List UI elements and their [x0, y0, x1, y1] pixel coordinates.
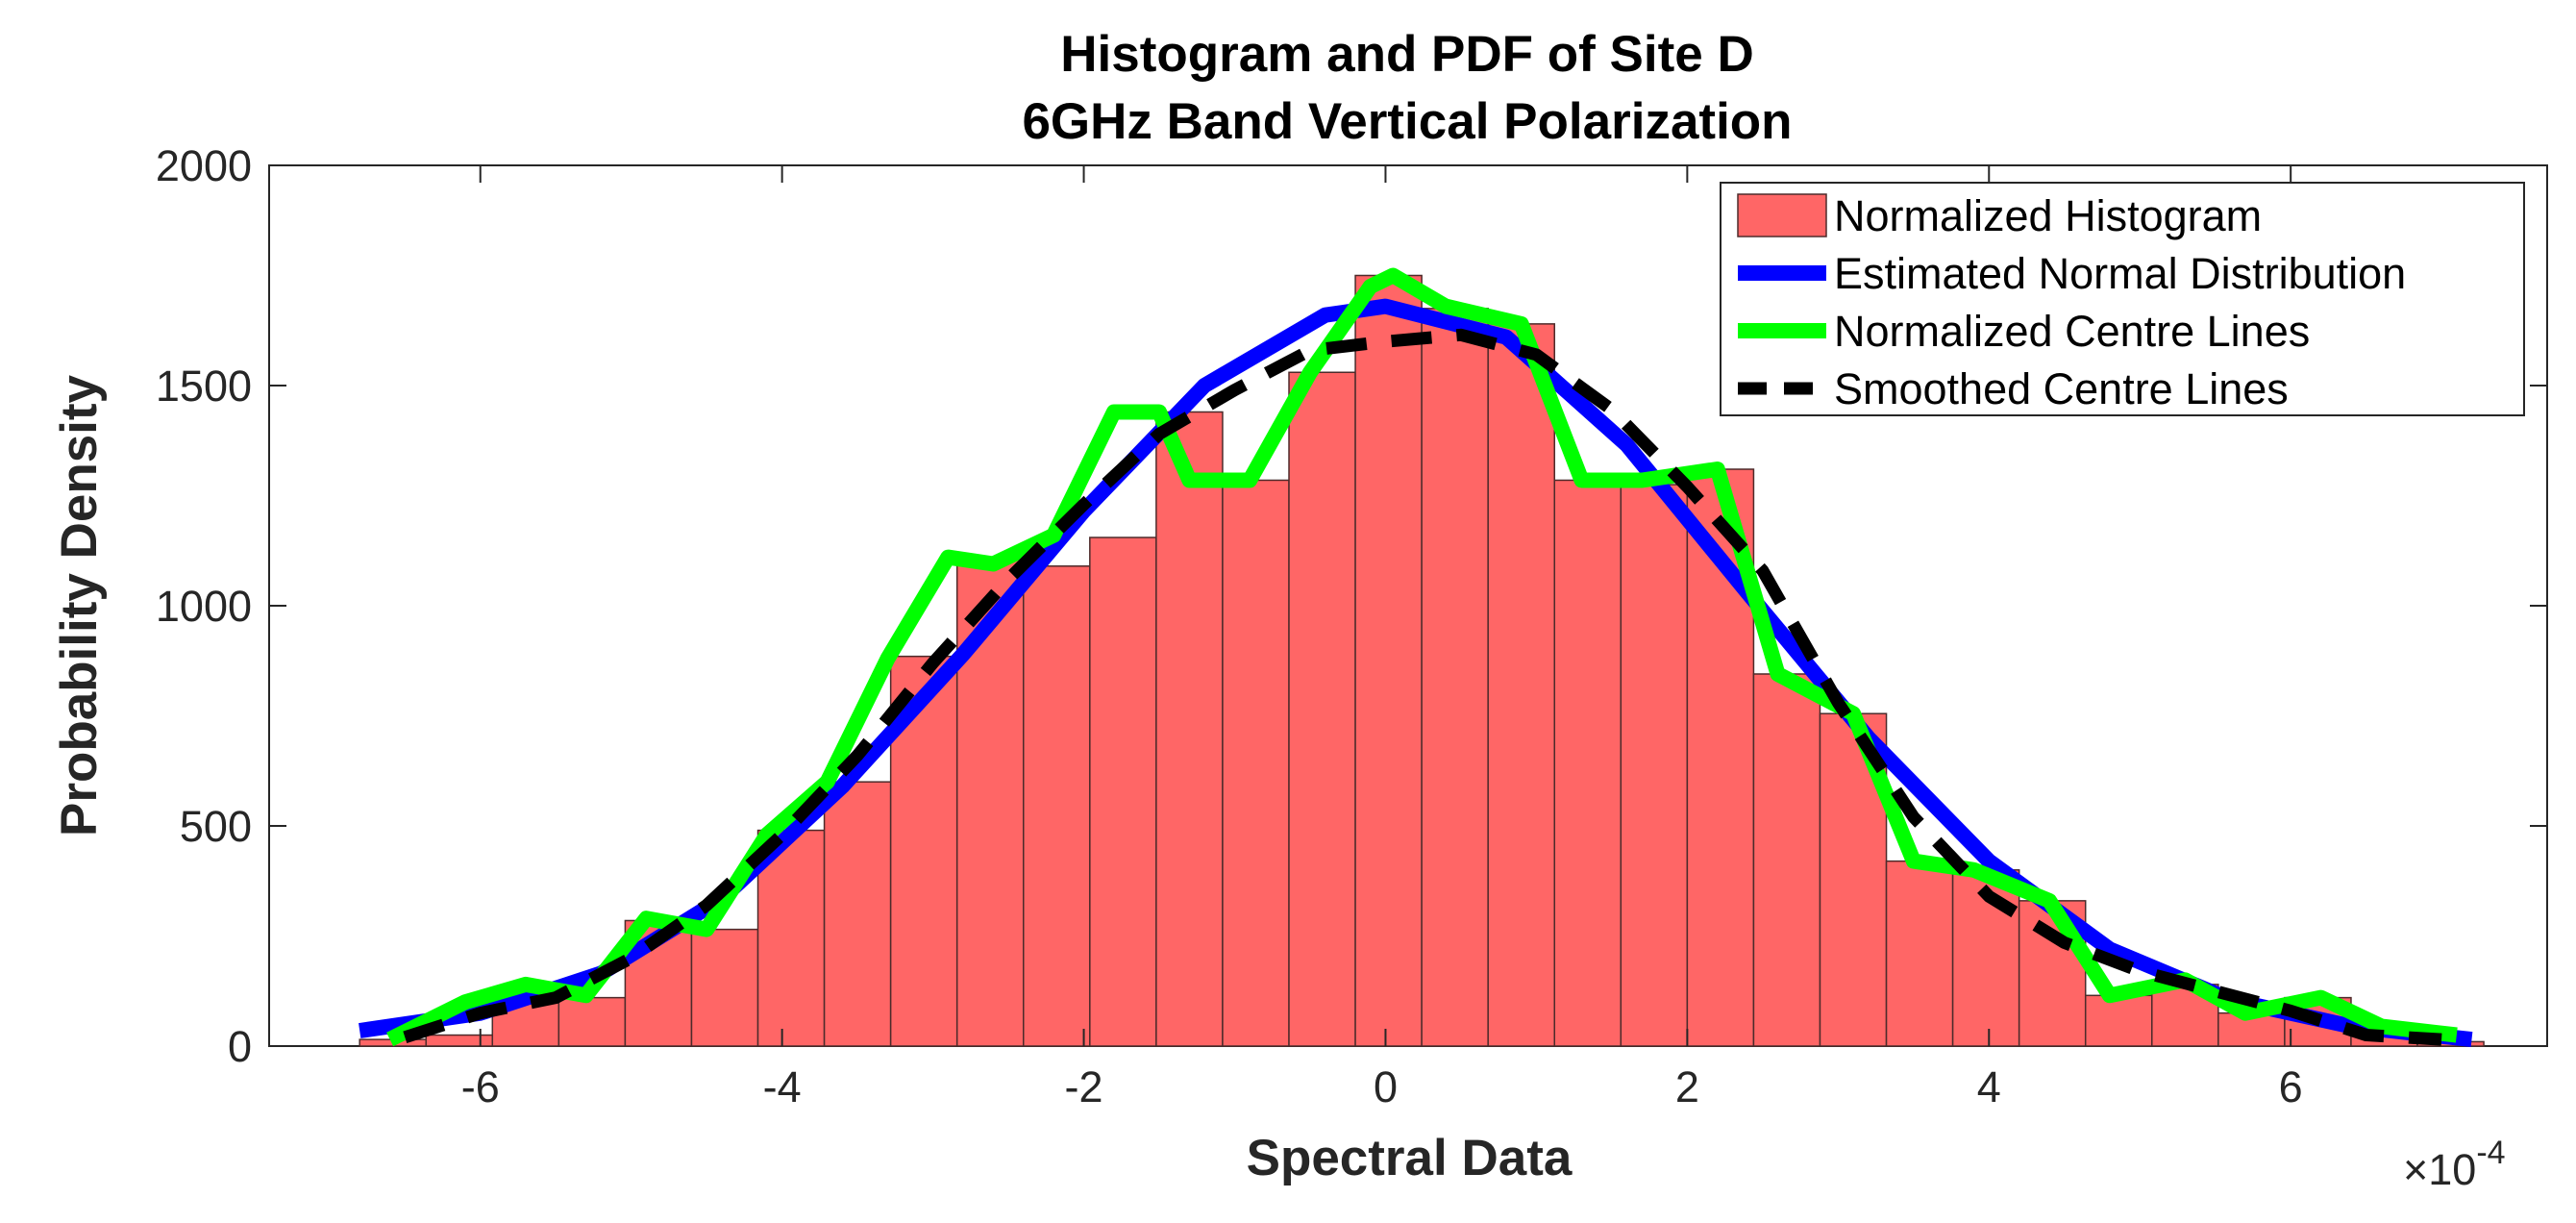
x-tick-label: 4 [1977, 1062, 2001, 1111]
chart-title: Histogram and PDF of Site D [1060, 26, 1753, 83]
series-line-3 [403, 328, 2442, 1046]
y-tick-label: 500 [180, 802, 252, 851]
y-axis-label: Probability Density [51, 374, 108, 836]
x-tick-label: -6 [461, 1062, 500, 1111]
series-line-2 [386, 267, 2458, 1047]
histogram-bar [1023, 565, 1091, 1047]
histogram-bar [1421, 308, 1489, 1047]
x-tick-label: 2 [1675, 1062, 1699, 1111]
legend-swatch-histogram [1737, 193, 1827, 237]
x-exponent-label: ×10-4 [2403, 1135, 2506, 1194]
histogram-bar [823, 781, 892, 1047]
y-tick-label: 2000 [156, 141, 252, 190]
x-tick-label: -2 [1065, 1062, 1103, 1111]
chart-subtitle: 6GHz Band Vertical Polarization [1022, 93, 1792, 150]
x-exponent-base: ×10 [2403, 1145, 2476, 1194]
histogram-bar [1620, 484, 1689, 1047]
histogram-bar [425, 1034, 494, 1047]
x-tick-label: 0 [1374, 1062, 1398, 1111]
x-tick-label: 6 [2279, 1062, 2303, 1111]
legend-label-series-3: Smoothed Centre Lines [1834, 364, 2289, 413]
legend-label-series-1: Estimated Normal Distribution [1834, 249, 2406, 298]
histogram-bar [1155, 411, 1224, 1047]
legend-label-series-2: Normalized Centre Lines [1834, 307, 2310, 356]
histogram-bar [1752, 673, 1821, 1047]
histogram-bar [690, 928, 759, 1047]
histogram-bar [1487, 323, 1555, 1047]
y-tick-label: 1000 [156, 582, 252, 631]
histogram-bar [1222, 479, 1290, 1047]
histogram-bar [1089, 537, 1157, 1047]
x-exponent-power: -4 [2476, 1135, 2505, 1171]
y-tick-label: 0 [228, 1022, 252, 1071]
histogram-bar [1288, 371, 1356, 1047]
y-tick-label: 1500 [156, 362, 252, 411]
histogram-bar [1885, 860, 1954, 1047]
histogram-bar [889, 655, 958, 1047]
legend-label-histogram: Normalized Histogram [1834, 191, 2262, 240]
histogram-bar [557, 996, 627, 1047]
histogram-bar [2084, 994, 2153, 1047]
histogram-bar [1553, 479, 1622, 1047]
x-tick-label: -4 [763, 1062, 802, 1111]
histogram-bar [1354, 274, 1423, 1047]
legend-box [1720, 182, 2525, 416]
x-axis-label: Spectral Data [1247, 1130, 1573, 1186]
